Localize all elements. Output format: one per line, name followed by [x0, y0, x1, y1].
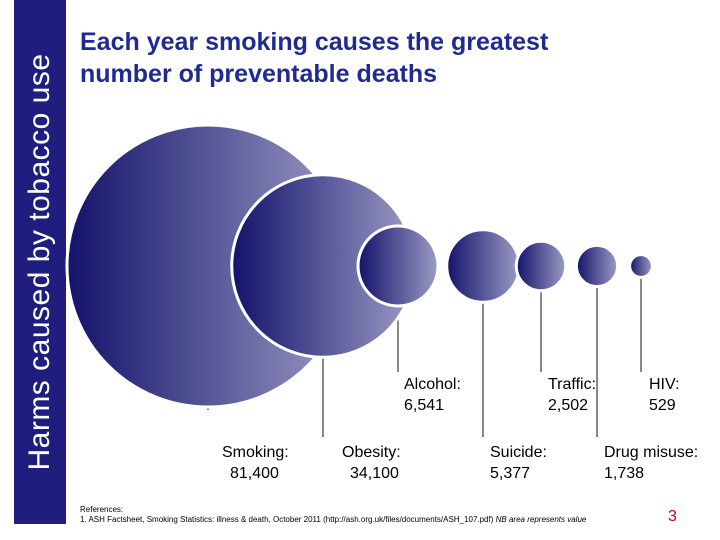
- bubbles: [65, 123, 654, 409]
- bubble-name-alcohol: Alcohol:: [404, 376, 461, 393]
- bubble-name-traffic: Traffic:: [548, 376, 596, 393]
- bubble-drug-misuse: [574, 243, 620, 289]
- reference-1-text: 1. ASH Factsheet, Smoking Statistics: il…: [80, 515, 494, 524]
- bubble-name-hiv: HIV:: [649, 376, 680, 393]
- bubble-traffic: [514, 239, 568, 293]
- bubble-suicide: [445, 228, 521, 304]
- references-heading: References:: [80, 505, 124, 514]
- slide-title-line-2: number of preventable deaths: [80, 60, 438, 88]
- bubble-value-obesity: 34,100: [350, 465, 399, 482]
- bubble-alcohol: [356, 224, 440, 308]
- reference-1: 1. ASH Factsheet, Smoking Statistics: il…: [80, 515, 680, 525]
- page-number: 3: [668, 508, 677, 525]
- bubble-name-obesity: Obesity:: [342, 444, 401, 461]
- bubble-labels: Smoking: 81,400 Obesity: 34,100 Alcohol: 6,54…: [222, 376, 698, 482]
- references: References: 1. ASH Factsheet, Smoking St…: [80, 505, 680, 525]
- bubble-value-drug-misuse: 1,738: [604, 465, 644, 482]
- side-band: [14, 0, 66, 524]
- bubble-value-suicide: 5,377: [490, 465, 530, 482]
- bubble-name-smoking: Smoking:: [222, 444, 289, 461]
- bubble-value-traffic: 2,502: [548, 397, 588, 414]
- slide-title-line-1: Each year smoking causes the greatest: [80, 28, 549, 56]
- bubble-value-hiv: 529: [649, 397, 676, 414]
- bubble-name-suicide: Suicide:: [490, 444, 547, 461]
- bubble-name-drug-misuse: Drug misuse:: [604, 444, 698, 461]
- slide-title: Each year smoking causes the greatest nu…: [80, 26, 640, 90]
- bubble-hiv: [628, 253, 654, 279]
- bubble-value-smoking: 81,400: [230, 465, 279, 482]
- reference-note: NB area represents value: [495, 515, 587, 524]
- bubble-value-alcohol: 6,541: [404, 397, 444, 414]
